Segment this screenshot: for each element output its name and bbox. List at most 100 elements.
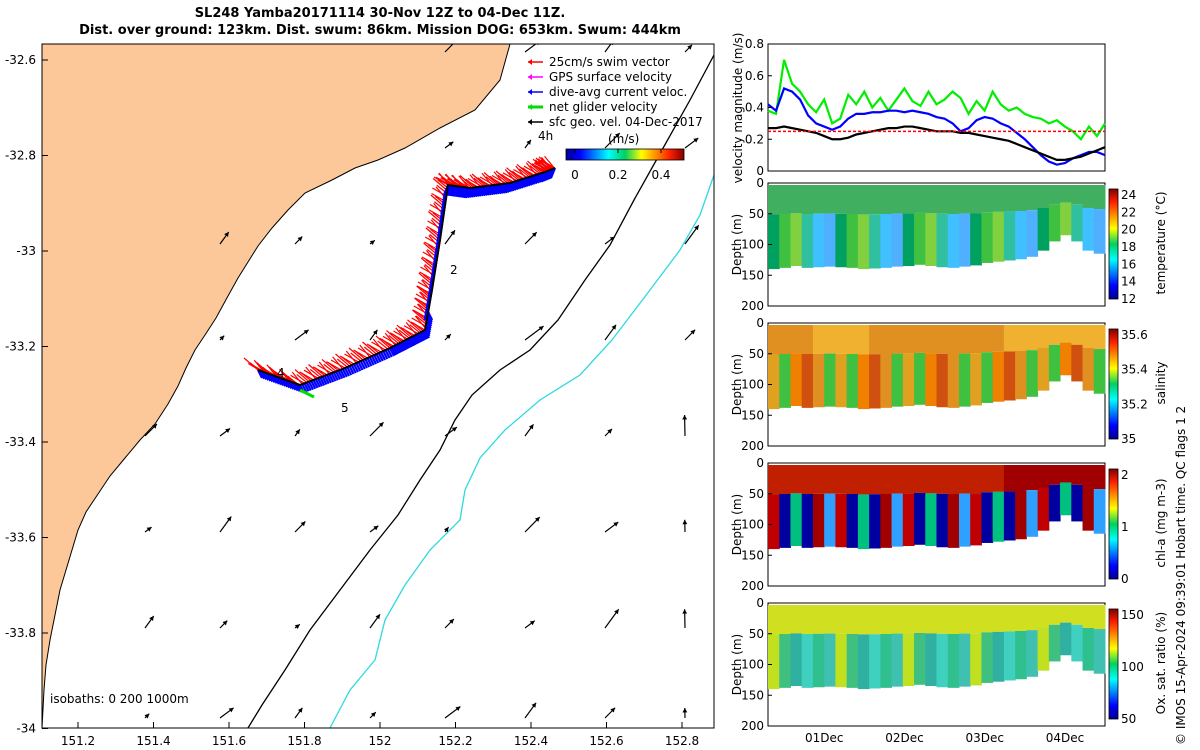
current-vector	[355, 362, 362, 372]
velocity-arrowhead	[454, 38, 459, 43]
swim-vector	[453, 179, 469, 189]
velocity-arrowhead	[228, 707, 234, 713]
section-cell	[812, 185, 825, 214]
section-cell	[1037, 465, 1050, 488]
depth-tick-label: 100	[741, 378, 764, 392]
current-vector	[368, 356, 375, 366]
swim-vector	[344, 353, 359, 363]
swim-vector	[410, 321, 426, 331]
velocity-arrowhead	[529, 620, 535, 626]
current-vector	[468, 187, 476, 198]
current-vector	[261, 371, 268, 380]
map-axes: 151.2 151.4 151.6 151.8 152 152.2 152.4 152.6 15…	[5, 53, 699, 748]
swim-vector	[516, 163, 532, 177]
depth-tick-label: 0	[756, 456, 764, 470]
velocity-arrowhead	[526, 139, 531, 145]
plot-subtitle: Dist. over ground: 123km. Dist. swum: 86…	[79, 23, 681, 38]
map-xtick-label: 152	[369, 734, 392, 748]
section-cell	[992, 605, 1005, 632]
section-cell	[1015, 630, 1027, 680]
current-vector	[392, 345, 399, 355]
swim-vector	[291, 371, 303, 385]
current-vector	[382, 350, 389, 360]
colorbar-tick-label: 35.6	[1121, 328, 1148, 342]
section-cell	[768, 214, 780, 270]
depth-tick-label: 0	[756, 596, 764, 610]
velocity-arrowhead	[682, 708, 688, 713]
current-vector	[513, 179, 520, 191]
current-vector	[257, 369, 263, 379]
section-cell	[1003, 185, 1016, 212]
map-ytick-label: -34	[16, 722, 36, 736]
section-cell	[768, 494, 780, 550]
section-cell	[869, 354, 881, 409]
section-cell	[846, 465, 859, 495]
current-vector	[362, 359, 368, 369]
current-vector	[404, 339, 411, 349]
swim-vector	[437, 179, 448, 189]
current-vector	[510, 180, 517, 192]
section-oxygen: 0 50 100 150 200 Depth (m) 50 100 150 Ox. sat. ra…	[730, 596, 1168, 733]
section-cell	[981, 632, 994, 683]
swim-vector	[296, 373, 308, 383]
section-cell	[970, 465, 982, 494]
section-cell	[1093, 489, 1106, 534]
current-vector	[397, 343, 404, 352]
swim-vector	[502, 172, 518, 182]
current-vector	[529, 174, 536, 186]
swim-vector	[497, 174, 509, 184]
swim-vector	[305, 366, 317, 380]
section-cell	[1026, 210, 1039, 257]
section-cell	[914, 465, 926, 493]
time-axis: 01Dec 02Dec 03Dec 04Dec	[805, 731, 1084, 745]
section-cell	[1003, 351, 1016, 401]
current-vector	[286, 380, 293, 389]
current-vector	[364, 358, 371, 368]
section-cell	[835, 353, 848, 408]
current-vector	[498, 183, 506, 195]
section-cell	[902, 633, 915, 687]
section-cell	[869, 465, 881, 495]
section-cell	[970, 605, 982, 634]
section-cell	[992, 491, 1005, 542]
section-cell	[801, 494, 814, 548]
section-cell	[925, 353, 937, 407]
section-cell	[857, 325, 870, 355]
swim-vector	[487, 175, 503, 185]
swim-vector	[433, 176, 449, 186]
current-vector	[348, 365, 355, 375]
section-cell	[1071, 185, 1084, 205]
swim-vector	[442, 177, 458, 187]
section-cell	[925, 633, 937, 687]
current-vector	[411, 335, 418, 345]
section-cell	[768, 354, 780, 410]
section-cell	[1048, 204, 1061, 242]
section-cell	[1071, 325, 1084, 345]
swim-vector	[299, 371, 314, 381]
swim-vector	[531, 163, 547, 173]
colorbar-tick-label: 35.2	[1121, 397, 1148, 411]
section-cell	[1048, 484, 1061, 522]
velocity-arrowhead	[451, 427, 457, 432]
current-vector	[406, 338, 413, 348]
section-cell	[1048, 624, 1061, 662]
section-cell	[824, 465, 836, 494]
velocity-axis: 0 0.2 0.4 0.6 0.8	[745, 37, 772, 178]
time-tick-label: 04Dec	[1046, 731, 1085, 745]
section-cell	[1037, 185, 1050, 208]
velocity-arrowhead	[303, 329, 309, 335]
current-vector	[282, 378, 289, 388]
depth-tick-label: 150	[741, 548, 764, 562]
section-colorbar	[1108, 188, 1119, 300]
glider-track	[243, 155, 557, 399]
current-vector	[418, 332, 425, 342]
depth-tick-label: 100	[741, 518, 764, 532]
section-cell	[958, 325, 971, 354]
depth-tick-label: 200	[741, 299, 764, 313]
depth-tick-label: 50	[749, 627, 764, 641]
section-cell	[1026, 605, 1039, 631]
section-cell	[947, 605, 960, 635]
swim-vector	[446, 178, 462, 188]
section-cell	[947, 634, 960, 688]
current-vector	[301, 383, 308, 393]
